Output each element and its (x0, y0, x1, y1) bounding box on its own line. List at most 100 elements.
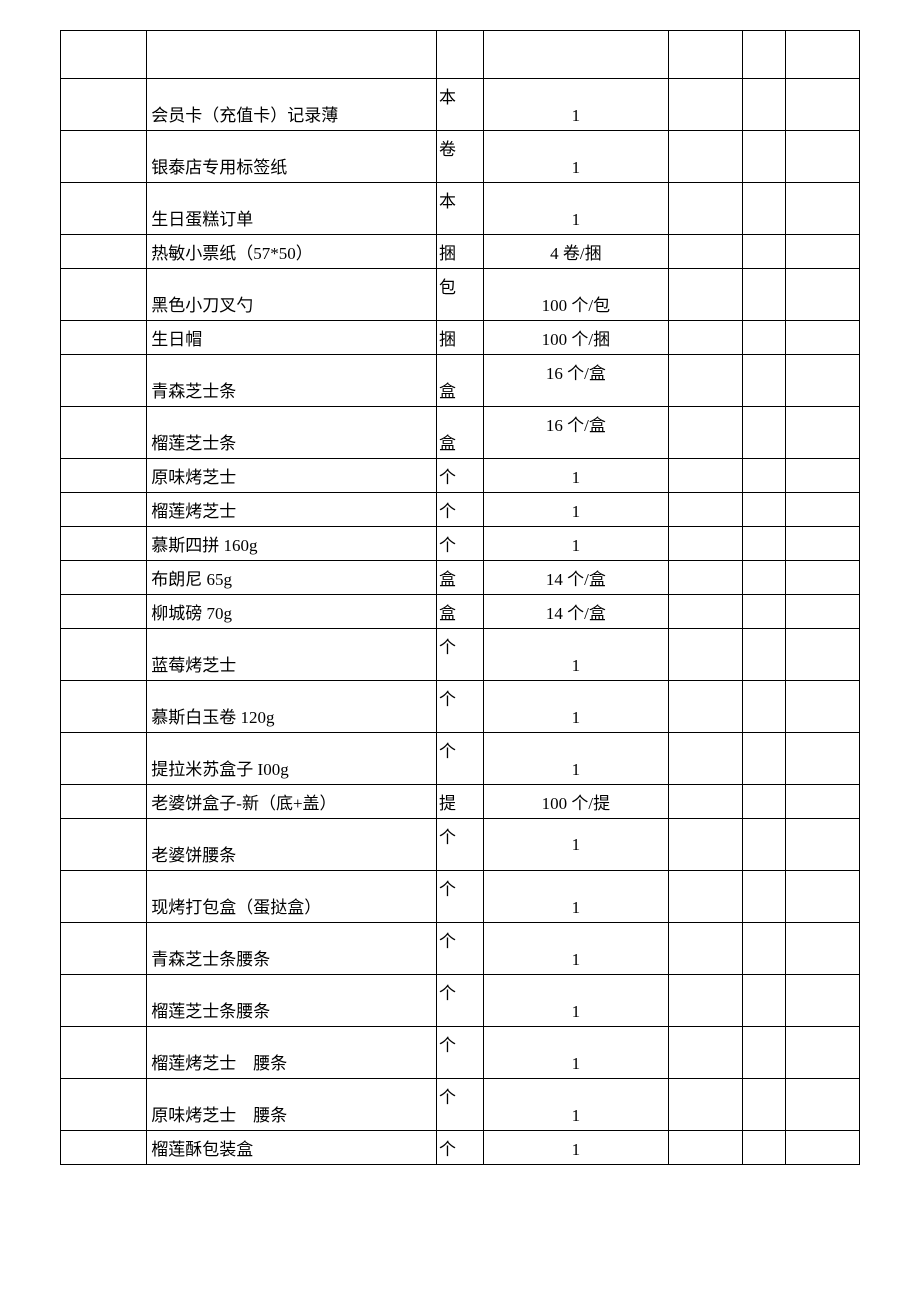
cell-blank-6 (785, 1079, 859, 1131)
table-row: 热敏小票纸（57*50）捆4 卷/捆 (61, 235, 860, 269)
cell-name: 榴莲芝士条腰条 (147, 975, 437, 1027)
cell-name (147, 31, 437, 79)
cell-blank-0 (61, 31, 147, 79)
cell-blank-4 (668, 31, 742, 79)
cell-name: 老婆饼腰条 (147, 819, 437, 871)
cell-blank-5 (742, 733, 785, 785)
cell-blank-0 (61, 681, 147, 733)
cell-unit: 个 (437, 975, 484, 1027)
cell-name: 黑色小刀叉勺 (147, 269, 437, 321)
cell-blank-4 (668, 235, 742, 269)
cell-blank-5 (742, 629, 785, 681)
cell-blank-5 (742, 459, 785, 493)
cell-spec: 1 (483, 1079, 668, 1131)
cell-blank-5 (742, 923, 785, 975)
cell-blank-6 (785, 595, 859, 629)
cell-blank-6 (785, 321, 859, 355)
cell-name: 榴莲烤芝士 腰条 (147, 1027, 437, 1079)
cell-blank-4 (668, 871, 742, 923)
cell-unit: 个 (437, 459, 484, 493)
cell-unit: 捆 (437, 321, 484, 355)
cell-unit: 盒 (437, 561, 484, 595)
cell-unit: 盒 (437, 595, 484, 629)
cell-blank-0 (61, 355, 147, 407)
cell-unit: 个 (437, 1131, 484, 1165)
cell-spec: 14 个/盒 (483, 561, 668, 595)
cell-name: 蓝莓烤芝士 (147, 629, 437, 681)
cell-name: 柳城磅 70g (147, 595, 437, 629)
cell-blank-0 (61, 1131, 147, 1165)
cell-spec: 1 (483, 1027, 668, 1079)
cell-blank-0 (61, 183, 147, 235)
cell-blank-4 (668, 459, 742, 493)
cell-unit: 本 (437, 79, 484, 131)
cell-name: 榴莲芝士条 (147, 407, 437, 459)
cell-name: 青森芝士条腰条 (147, 923, 437, 975)
cell-blank-0 (61, 871, 147, 923)
cell-blank-5 (742, 975, 785, 1027)
table-row: 榴莲烤芝士 腰条个1 (61, 1027, 860, 1079)
cell-blank-0 (61, 131, 147, 183)
cell-unit: 个 (437, 493, 484, 527)
cell-blank-4 (668, 321, 742, 355)
cell-name: 青森芝士条 (147, 355, 437, 407)
cell-name: 慕斯白玉卷 120g (147, 681, 437, 733)
cell-blank-6 (785, 561, 859, 595)
cell-spec: 16 个/盒 (483, 355, 668, 407)
cell-blank-0 (61, 269, 147, 321)
cell-blank-6 (785, 681, 859, 733)
cell-blank-4 (668, 407, 742, 459)
cell-blank-4 (668, 819, 742, 871)
table-row: 榴莲酥包装盒个1 (61, 1131, 860, 1165)
cell-name: 原味烤芝士 腰条 (147, 1079, 437, 1131)
cell-name: 老婆饼盒子-新（底+盖） (147, 785, 437, 819)
cell-blank-4 (668, 527, 742, 561)
table-row: 慕斯四拼 160g个1 (61, 527, 860, 561)
cell-spec: 1 (483, 733, 668, 785)
cell-blank-6 (785, 493, 859, 527)
table-row: 现烤打包盒（蛋挞盒）个1 (61, 871, 860, 923)
cell-blank-5 (742, 183, 785, 235)
cell-blank-5 (742, 31, 785, 79)
cell-blank-0 (61, 1027, 147, 1079)
cell-unit: 个 (437, 923, 484, 975)
cell-name: 会员卡（充值卡）记录薄 (147, 79, 437, 131)
table-row: 生日帽捆100 个/捆 (61, 321, 860, 355)
cell-unit: 个 (437, 819, 484, 871)
cell-spec: 1 (483, 493, 668, 527)
table-row: 原味烤芝士个1 (61, 459, 860, 493)
table-row (61, 31, 860, 79)
cell-blank-0 (61, 407, 147, 459)
cell-blank-6 (785, 269, 859, 321)
cell-unit: 个 (437, 733, 484, 785)
cell-blank-0 (61, 321, 147, 355)
cell-blank-6 (785, 131, 859, 183)
cell-blank-0 (61, 733, 147, 785)
cell-blank-0 (61, 1079, 147, 1131)
cell-blank-6 (785, 79, 859, 131)
inventory-table: 会员卡（充值卡）记录薄本1银泰店专用标签纸卷1生日蛋糕订单本1热敏小票纸（57*… (60, 30, 860, 1165)
cell-unit: 个 (437, 1079, 484, 1131)
cell-unit: 卷 (437, 131, 484, 183)
cell-blank-6 (785, 785, 859, 819)
cell-blank-6 (785, 733, 859, 785)
cell-blank-6 (785, 819, 859, 871)
cell-blank-5 (742, 131, 785, 183)
cell-spec: 1 (483, 923, 668, 975)
cell-blank-6 (785, 975, 859, 1027)
cell-unit: 包 (437, 269, 484, 321)
cell-unit: 盒 (437, 407, 484, 459)
cell-name: 榴莲酥包装盒 (147, 1131, 437, 1165)
cell-blank-5 (742, 1079, 785, 1131)
cell-blank-5 (742, 235, 785, 269)
cell-blank-5 (742, 871, 785, 923)
cell-unit: 个 (437, 871, 484, 923)
cell-blank-5 (742, 321, 785, 355)
cell-blank-6 (785, 871, 859, 923)
cell-blank-6 (785, 1131, 859, 1165)
cell-spec: 100 个/包 (483, 269, 668, 321)
cell-spec: 1 (483, 975, 668, 1027)
cell-blank-0 (61, 459, 147, 493)
table-row: 榴莲芝士条腰条个1 (61, 975, 860, 1027)
table-row: 生日蛋糕订单本1 (61, 183, 860, 235)
